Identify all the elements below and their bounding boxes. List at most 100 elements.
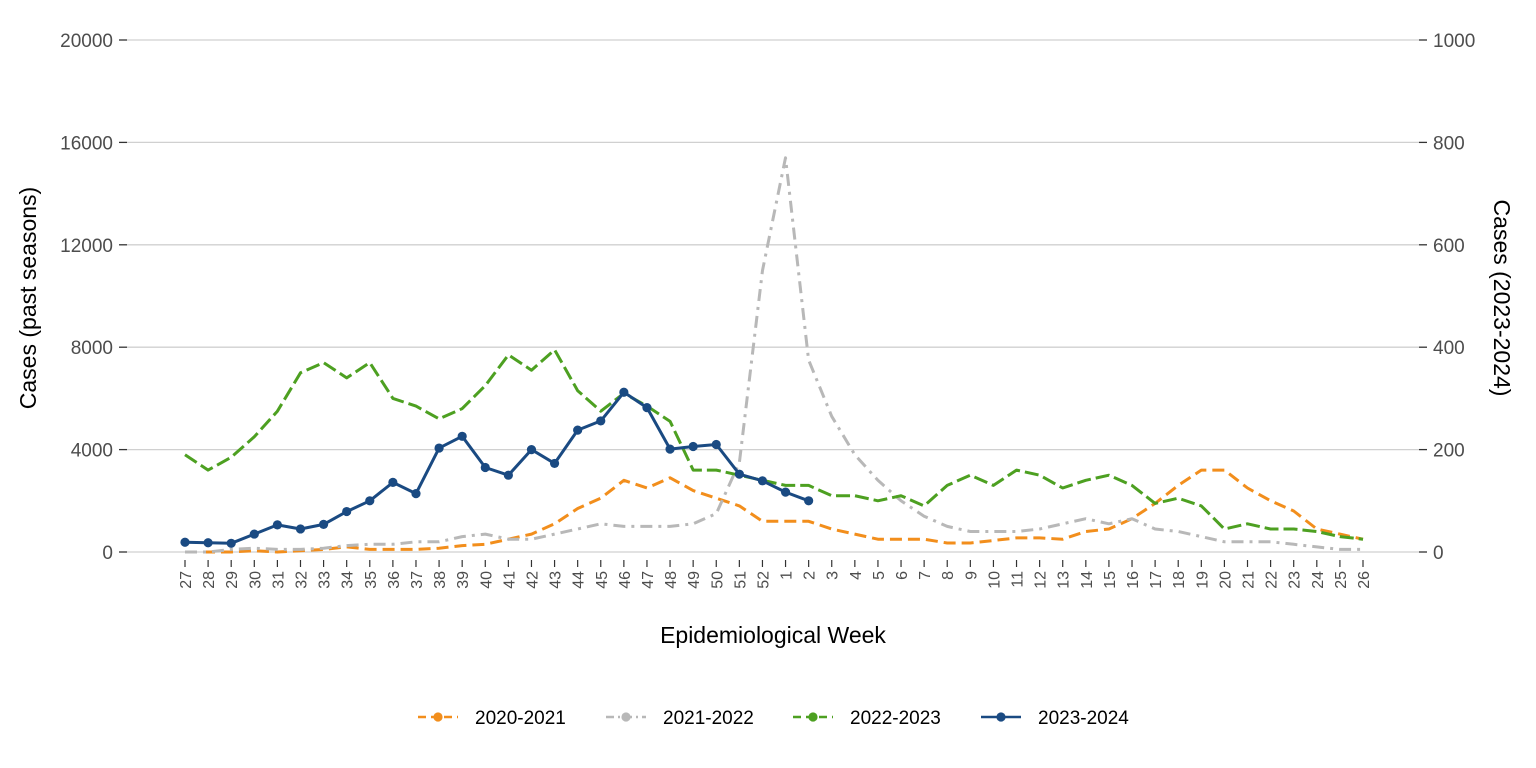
series-line — [184, 390, 810, 545]
data-point — [388, 477, 398, 487]
data-point — [711, 439, 721, 450]
x-tick-label: 36 — [386, 571, 403, 589]
x-tick-label: 13 — [1056, 571, 1073, 589]
left-tick-label: 0 — [102, 543, 113, 564]
x-tick-label: 43 — [548, 571, 565, 589]
series-2020-2021 — [185, 468, 1364, 554]
legend-label: 2020-2021 — [475, 708, 566, 729]
series-line — [185, 468, 1364, 554]
data-point — [411, 489, 421, 499]
left-tick-label: 12000 — [60, 236, 113, 257]
left-axis: 0 4000 8000 12000 16000 20000 — [60, 31, 127, 564]
x-tick-label: 5 — [871, 571, 888, 580]
series-line — [185, 156, 1363, 554]
x-tick-label: 20 — [1217, 571, 1234, 589]
data-point — [434, 443, 444, 453]
gridlines — [127, 39, 1419, 553]
x-tick-label: 39 — [455, 571, 472, 589]
x-tick-label: 19 — [1194, 571, 1211, 589]
x-tick-label: 30 — [247, 571, 264, 589]
x-tick-label: 27 — [178, 571, 195, 589]
x-tick-label: 12 — [1033, 571, 1050, 589]
x-tick-label: 4 — [848, 571, 865, 580]
x-tick-label: 51 — [732, 571, 749, 589]
legend-label: 2022-2023 — [850, 708, 941, 729]
x-tick-label: 47 — [640, 571, 657, 589]
legend-marker — [996, 712, 1006, 722]
x-tick-label: 33 — [317, 571, 334, 589]
x-tick-label: 22 — [1264, 571, 1281, 589]
data-point — [757, 476, 768, 486]
data-point — [180, 537, 190, 547]
x-tick-label: 28 — [201, 571, 218, 589]
legend-marker — [621, 712, 631, 722]
data-point — [318, 519, 329, 529]
data-point — [688, 441, 698, 452]
data-point — [596, 416, 606, 426]
x-tick-label: 29 — [224, 571, 241, 589]
x-tick-label: 6 — [894, 571, 911, 580]
x-tick-label: 48 — [663, 571, 680, 589]
x-tick-label: 46 — [617, 571, 634, 589]
x-tick-label: 32 — [293, 571, 310, 589]
data-point — [734, 469, 744, 479]
right-tick-label: 0 — [1433, 543, 1444, 564]
x-tick-label: 3 — [825, 571, 842, 580]
legend-label: 2023-2024 — [1038, 708, 1129, 729]
x-tick-label: 44 — [571, 571, 588, 589]
legend-label: 2021-2022 — [663, 708, 754, 729]
x-tick-label: 8 — [940, 571, 957, 580]
series-2023-2024 — [180, 387, 814, 548]
data-point — [249, 529, 259, 539]
x-tick-label: 38 — [432, 571, 449, 589]
x-tick-label: 14 — [1079, 571, 1096, 589]
x-tick-label: 1 — [779, 571, 796, 580]
x-tick-label: 25 — [1333, 571, 1350, 589]
x-tick-label: 11 — [1010, 571, 1027, 588]
x-tick-label: 52 — [755, 571, 772, 589]
data-point — [503, 470, 513, 480]
x-tick-label: 9 — [963, 571, 980, 580]
x-tick-label: 35 — [363, 571, 380, 589]
data-point — [549, 458, 560, 469]
data-point — [203, 538, 213, 548]
right-axis-title: Cases (2023-2024) — [1489, 200, 1515, 397]
right-tick-label: 400 — [1433, 338, 1465, 359]
data-point — [365, 496, 375, 506]
x-tick-label: 24 — [1310, 571, 1327, 589]
legend-item: 2023-2024 — [981, 708, 1129, 729]
x-tick-label: 21 — [1241, 571, 1258, 589]
x-axis: 27 28 29 30 31 32 33 34 35 36 37 38 39 40 41 42 43 44 45 46… — [178, 560, 1373, 589]
legend-item: 2020-2021 — [418, 708, 566, 729]
data-point — [642, 403, 652, 413]
x-tick-label: 17 — [1148, 571, 1165, 589]
x-tick-label: 2 — [802, 571, 819, 580]
series-2021-2022 — [185, 156, 1363, 554]
left-tick-label: 20000 — [60, 31, 113, 52]
series-2022-2023 — [184, 348, 1364, 541]
x-tick-label: 16 — [1125, 571, 1142, 589]
data-point — [665, 444, 675, 454]
right-tick-label: 600 — [1433, 236, 1465, 257]
x-tick-label: 42 — [524, 571, 541, 589]
right-tick-label: 1000 — [1433, 31, 1475, 52]
x-tick-label: 50 — [709, 571, 726, 589]
series-lines — [180, 156, 1364, 554]
x-tick-label: 18 — [1171, 571, 1188, 589]
legend: 2020-2021 2021-2022 2022-2023 2023-2024 — [418, 708, 1129, 729]
data-point — [780, 487, 791, 497]
data-point — [573, 425, 583, 435]
right-tick-label: 800 — [1433, 133, 1465, 154]
left-tick-label: 16000 — [60, 133, 113, 154]
legend-marker — [433, 712, 443, 722]
x-tick-label: 49 — [686, 571, 703, 589]
data-point — [457, 431, 467, 441]
x-tick-label: 23 — [1287, 571, 1304, 589]
data-point — [342, 506, 352, 517]
left-tick-label: 8000 — [71, 338, 113, 359]
x-tick-label: 45 — [594, 571, 611, 589]
data-point — [272, 520, 282, 530]
legend-item: 2021-2022 — [606, 708, 754, 729]
data-point — [226, 538, 236, 548]
